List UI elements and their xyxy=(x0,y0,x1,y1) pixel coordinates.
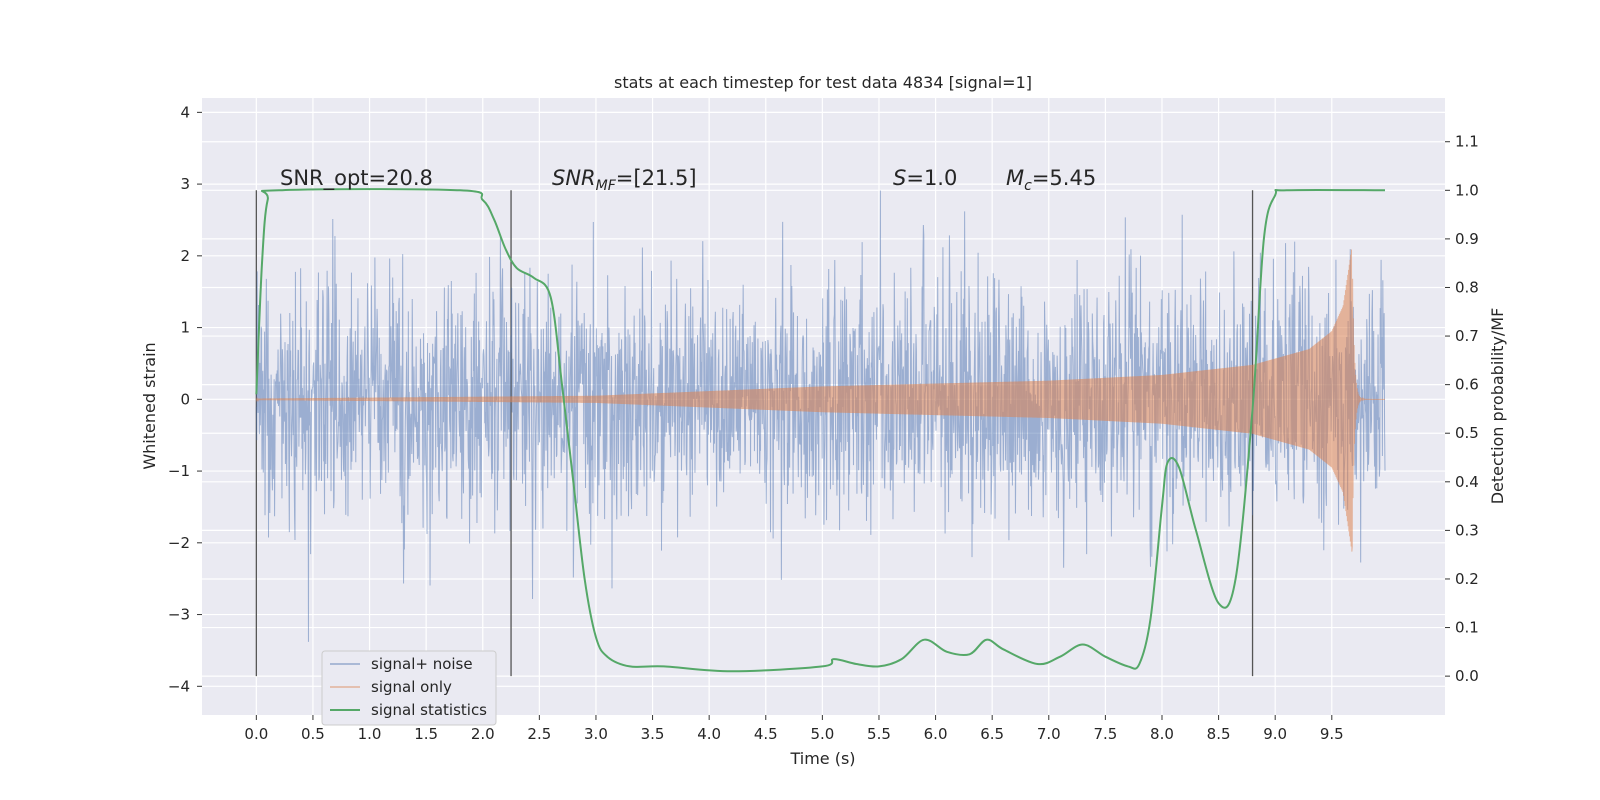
legend-label-signal-statistics: signal statistics xyxy=(371,701,487,719)
y2-tick-label: 1.1 xyxy=(1455,133,1479,151)
x-tick-label: 3.0 xyxy=(584,725,608,743)
x-tick-label: 5.5 xyxy=(867,725,891,743)
x-tick-label: 1.5 xyxy=(414,725,438,743)
y-tick-label: −2 xyxy=(168,534,190,552)
y-tick-label: −1 xyxy=(168,462,190,480)
annotation-snr-mf-sub: MF xyxy=(596,178,617,194)
x-tick-label: 2.0 xyxy=(471,725,495,743)
y-axis-label: Whitened strain xyxy=(140,342,159,469)
x-tick-label: 0.0 xyxy=(244,725,268,743)
x-tick-label: 0.5 xyxy=(301,725,325,743)
y-axis-ticks: 4 3 2 1 0 −1 −2 −3 −4 xyxy=(168,103,202,695)
annotation-mc-name: M xyxy=(1006,166,1024,190)
y2-axis-ticks: 1.1 1.0 0.9 0.8 0.7 0.6 0.5 0.4 0.3 0.2 0.1 0.0 xyxy=(1445,133,1479,685)
annotation-s: S=1.0 xyxy=(893,166,957,190)
legend-label-signal-plus-noise: signal+ noise xyxy=(371,655,473,673)
annotation-mc-sub: c xyxy=(1024,178,1032,194)
x-tick-label: 6.5 xyxy=(980,725,1004,743)
signal-only-line xyxy=(255,249,1385,552)
x-tick-label: 5.0 xyxy=(810,725,834,743)
annotation-s-value: =1.0 xyxy=(906,166,957,190)
series-signal-only xyxy=(255,249,1385,552)
y-tick-label: 0 xyxy=(180,390,190,408)
y-tick-label: 2 xyxy=(180,247,190,265)
x-tick-label: 4.5 xyxy=(754,725,778,743)
y2-tick-label: 1.0 xyxy=(1455,181,1479,199)
signal-statistics-line xyxy=(255,188,1386,673)
y2-tick-label: 0.4 xyxy=(1455,473,1479,491)
annotation-snr-mf-value: =[21.5] xyxy=(616,166,697,190)
y2-tick-label: 0.2 xyxy=(1455,570,1479,588)
x-tick-label: 8.0 xyxy=(1150,725,1174,743)
series-signal-statistics xyxy=(255,188,1386,673)
y2-tick-label: 0.6 xyxy=(1455,376,1479,394)
y-tick-label: 4 xyxy=(180,103,190,121)
y-tick-label: −4 xyxy=(168,677,190,695)
x-tick-label: 9.5 xyxy=(1320,725,1344,743)
y2-tick-label: 0.5 xyxy=(1455,424,1479,442)
y2-tick-label: 0.7 xyxy=(1455,327,1479,345)
legend-box xyxy=(321,650,497,726)
legend-label-signal-only: signal only xyxy=(371,678,452,696)
x-tick-label: 1.0 xyxy=(358,725,382,743)
x-tick-label: 8.5 xyxy=(1207,725,1231,743)
x-tick-label: 2.5 xyxy=(527,725,551,743)
y-tick-label: −3 xyxy=(168,606,190,624)
annotation-mc-value: =5.45 xyxy=(1032,166,1096,190)
y-tick-label: 1 xyxy=(180,319,190,337)
x-tick-label: 9.0 xyxy=(1263,725,1287,743)
x-axis-label: Time (s) xyxy=(789,749,855,768)
series-signal-plus-noise xyxy=(255,190,1386,642)
x-tick-label: 4.0 xyxy=(697,725,721,743)
chart-title: stats at each timestep for test data 483… xyxy=(614,73,1032,92)
annotation-snr-mf-name: SNR xyxy=(552,166,596,190)
y2-tick-label: 0.9 xyxy=(1455,230,1479,248)
annotation-mc: Mc=5.45 xyxy=(1006,166,1096,194)
x-tick-label: 7.5 xyxy=(1093,725,1117,743)
x-tick-label: 3.5 xyxy=(641,725,665,743)
y-tick-label: 3 xyxy=(180,175,190,193)
x-tick-label: 7.0 xyxy=(1037,725,1061,743)
y2-tick-label: 0.0 xyxy=(1455,667,1479,685)
signal-plus-noise-line xyxy=(255,190,1386,642)
annotation-snr-opt: SNR_opt=20.8 xyxy=(280,166,433,191)
annotation-s-name: S xyxy=(893,166,906,190)
y2-tick-label: 0.1 xyxy=(1455,619,1479,637)
y2-tick-label: 0.8 xyxy=(1455,278,1479,296)
annotation-snr-mf: SNRMF=[21.5] xyxy=(552,166,697,194)
x-tick-label: 6.0 xyxy=(924,725,948,743)
x-axis-ticks: 0.0 0.5 1.0 1.5 2.0 2.5 3.0 3.5 4.0 4.5 5.0 5.5 6.0 6… xyxy=(244,715,1344,743)
y2-axis-label: Detection probability/MF xyxy=(1488,308,1507,505)
y2-tick-label: 0.3 xyxy=(1455,521,1479,539)
legend: signal+ noise signal only signal statist… xyxy=(321,650,497,726)
